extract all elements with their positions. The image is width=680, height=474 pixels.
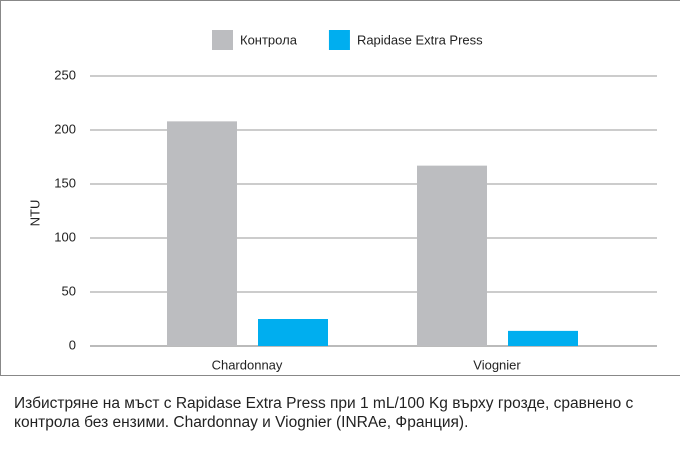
y-tick-label: 250 (54, 67, 76, 82)
y-tick-label: 50 (62, 283, 76, 298)
bar (258, 319, 328, 346)
bar (417, 165, 487, 346)
caption: Избистряне на мъст с Rapidase Extra Pres… (14, 395, 634, 431)
bar (508, 330, 578, 346)
legend-label: Rapidase Extra Press (357, 32, 483, 47)
y-tick-label: 200 (54, 121, 76, 136)
x-tick-label: Chardonnay (212, 357, 283, 372)
legend-label: Контрола (240, 32, 298, 47)
y-tick-label: 100 (54, 229, 76, 244)
y-tick-label: 150 (54, 175, 76, 190)
legend-swatch (212, 30, 233, 50)
legend-swatch (328, 30, 350, 50)
bar (167, 121, 237, 346)
y-tick-label: 0 (69, 337, 76, 352)
y-axis-label: NTU (27, 200, 42, 227)
frame (0, 0, 680, 376)
x-tick-label: Viognier (473, 357, 521, 372)
